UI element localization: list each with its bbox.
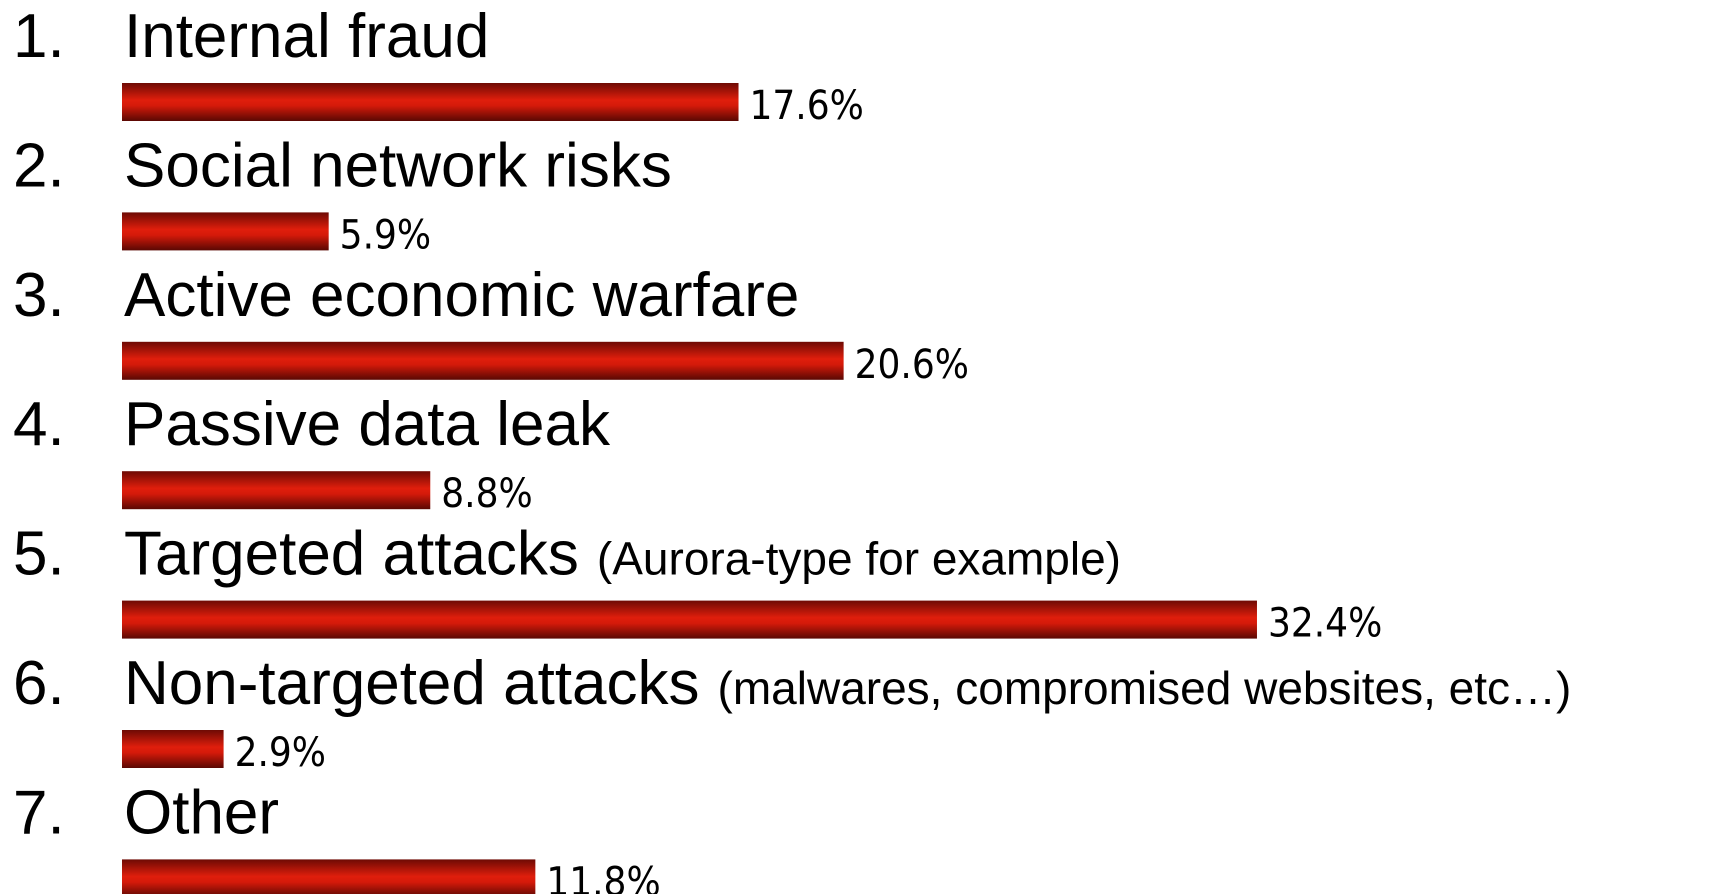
bar [122,471,431,510]
category-label: Passive data leak [124,390,611,459]
value-label: 20.6% [855,342,969,388]
category-name: Active economic warfare [124,261,799,330]
category-name: Other [124,778,279,847]
item-number: 7. [13,778,65,847]
item-number: 4. [13,390,65,459]
category-name: Non-targeted attacks [124,649,700,718]
category-note: (Aurora-type for example) [597,533,1121,585]
value-label: 8.8% [441,471,532,517]
category-name: Targeted attacks [124,520,579,589]
item-number: 3. [13,261,65,330]
category-name: Internal fraud [124,2,489,71]
value-label: 11.8% [546,859,660,894]
category-label: Targeted attacks (Aurora-type for example… [124,520,1121,589]
bar [122,83,739,121]
item-number: 1. [13,2,65,71]
bar [122,600,1257,639]
value-label: 2.9% [235,730,326,776]
category-label: Social network risks [124,131,672,200]
bar [122,212,329,251]
bar [122,859,536,894]
value-label: 17.6% [750,83,864,129]
category-note: (malwares, compromised websites, etc…) [718,662,1572,714]
category-label: Internal fraud [124,2,489,71]
category-name: Passive data leak [124,390,611,459]
bar [122,341,844,380]
category-label: Other [124,778,279,847]
value-label: 32.4% [1268,601,1382,647]
value-label: 5.9% [340,212,431,258]
bar [122,730,224,768]
category-label: Active economic warfare [124,261,799,330]
item-number: 2. [13,131,65,200]
category-name: Social network risks [124,131,672,200]
item-number: 6. [13,649,65,718]
item-number: 5. [13,520,65,589]
category-label: Non-targeted attacks (malwares, compromis… [124,649,1571,718]
